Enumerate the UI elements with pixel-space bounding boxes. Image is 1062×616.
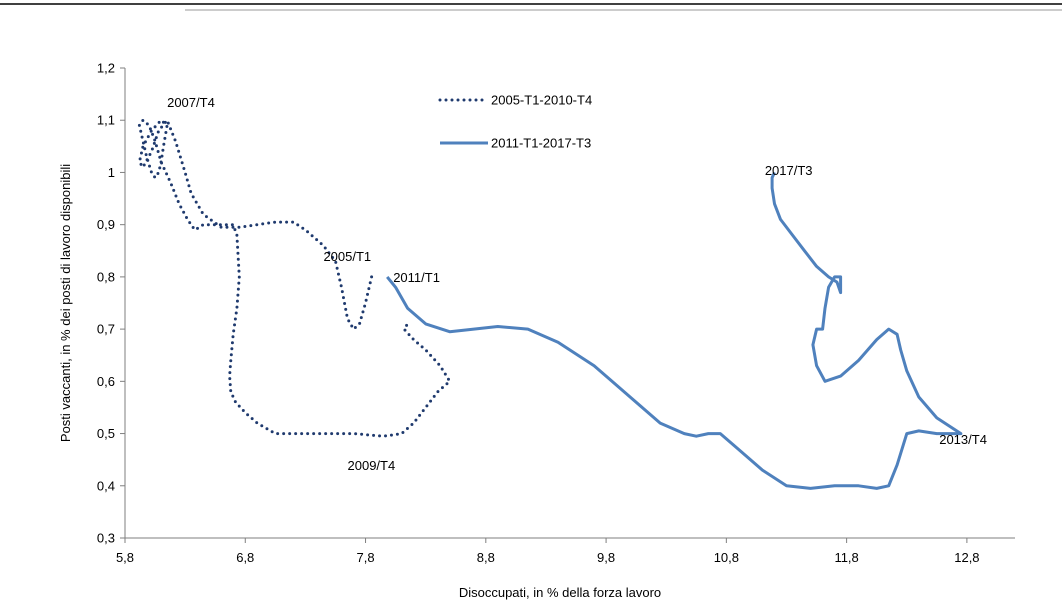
x-tick-label: 6,8 [236, 550, 254, 565]
annotation-label: 2009/T4 [348, 458, 396, 473]
series-line-1 [137, 118, 452, 438]
x-tick-label: 8,8 [477, 550, 495, 565]
series-line-2 [386, 171, 963, 490]
annotation-label: 2011/T1 [393, 270, 440, 285]
legend-label-2: 2011-T1-2017-T3 [491, 136, 591, 151]
annotation-label: 2017/T3 [765, 163, 813, 178]
annotation-label: 2005/T1 [323, 249, 371, 264]
y-tick-label: 0,7 [97, 322, 115, 337]
x-tick-label: 5,8 [116, 550, 134, 565]
annotation-label: 2013/T4 [939, 432, 987, 447]
x-tick-label: 9,8 [597, 550, 615, 565]
y-tick-label: 0,6 [97, 374, 115, 389]
series-layer [137, 118, 963, 490]
x-tick-label: 11,8 [834, 550, 858, 565]
annotation-layer: 2007/T4 2005/T1 2011/T1 2009/T4 2017/T3 2013/… [167, 95, 987, 473]
y-tick-label: 0,9 [97, 217, 115, 232]
x-tick-label: 10,8 [714, 550, 739, 565]
x-tick-label: 7,8 [357, 550, 375, 565]
y-tick-label: 0,5 [97, 426, 115, 441]
y-tick-label: 1 [108, 165, 115, 180]
y-tick-label: 0,8 [97, 269, 115, 284]
y-tick-label: 0,3 [97, 531, 115, 546]
legend: 2005-T1-2010-T4 2011-T1-2017-T3 [438, 93, 592, 151]
y-tick-label: 1,1 [97, 113, 115, 128]
x-tick-label: 12,8 [954, 550, 979, 565]
annotation-label: 2007/T4 [167, 95, 215, 110]
legend-label-1: 2005-T1-2010-T4 [491, 93, 592, 108]
y-tick-label: 0,4 [97, 478, 115, 493]
y-axis-title: Posti vaccanti, in % dei posti di lavoro… [58, 164, 73, 442]
x-axis-title: Disoccupati, in % della forza lavoro [459, 585, 661, 600]
axes: 0,3 0,4 0,5 0,6 0,7 0,8 0,9 1 1,1 1,2 5,8 6,8 7,8 8,8… [97, 61, 1015, 565]
y-tick-label: 1,2 [97, 61, 115, 76]
